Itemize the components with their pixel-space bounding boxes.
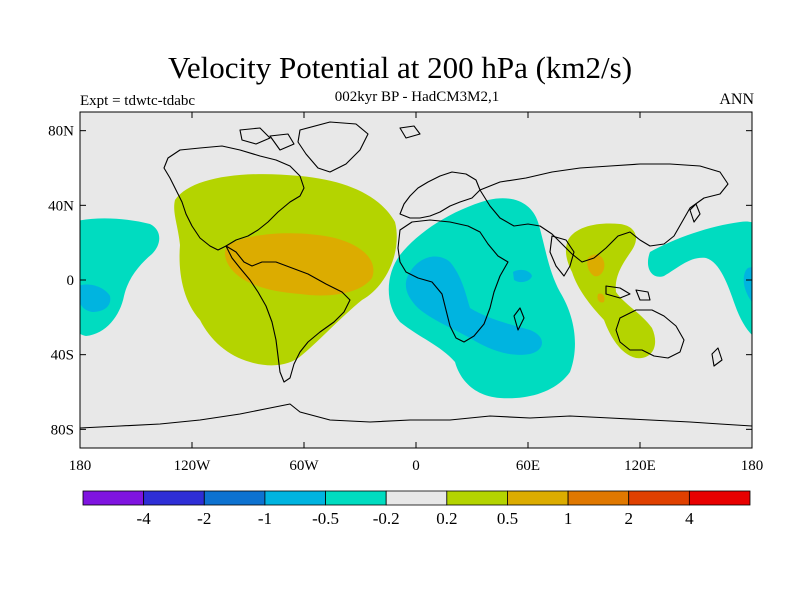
colorbar-bin — [446, 490, 508, 506]
y-tick-label: 40S — [51, 348, 74, 364]
colorbar-label: -4 — [137, 509, 152, 528]
x-tick-label: 180 — [69, 458, 92, 474]
colorbar-bin — [628, 490, 690, 506]
colorbar-label: 4 — [685, 509, 694, 528]
colorbar-bin — [264, 490, 326, 506]
contour-center-africa — [405, 256, 542, 355]
colorbar-label: 0.2 — [436, 509, 457, 528]
colorbar-bin — [688, 490, 751, 506]
map-subtitle: 002kyr BP - HadCM3M2,1 — [334, 89, 500, 105]
contour-core-americas — [224, 233, 374, 296]
x-tick-label: 180 — [741, 458, 764, 474]
colorbar-bin — [567, 490, 630, 506]
colorbar-label: -0.2 — [373, 509, 400, 528]
colorbar-label: 1 — [564, 509, 573, 528]
colorbar-bin — [143, 490, 205, 506]
colorbar-bin — [325, 490, 387, 506]
colorbar-bin — [507, 490, 569, 506]
experiment-label: Expt = tdwtc-tdabc — [80, 93, 196, 109]
x-tick-label: 120W — [174, 458, 212, 474]
colorbar-bin — [82, 490, 145, 506]
contour-core-asia — [587, 254, 605, 277]
x-tick-label: 120E — [624, 458, 656, 474]
contour-core-asia-2 — [597, 293, 605, 303]
map-title: Velocity Potential at 200 hPa (km2/s) — [167, 50, 633, 85]
x-tick-label: 60E — [516, 458, 540, 474]
contour-positive-asia — [565, 223, 656, 359]
contour-fill-layer — [80, 121, 752, 429]
y-tick-label: 0 — [67, 273, 75, 289]
colorbar-label: -0.5 — [312, 509, 339, 528]
colorbar-bin — [203, 490, 266, 506]
x-tick-label: 0 — [412, 458, 420, 474]
colorbar-bin — [385, 490, 448, 506]
colorbar-label: -1 — [258, 509, 272, 528]
contour-negative-pacific-west — [647, 221, 752, 335]
colorbar-label: 0.5 — [497, 509, 518, 528]
contour-center-arabia — [513, 269, 532, 283]
season-label: ANN — [719, 91, 754, 108]
colorbar-label: 2 — [624, 509, 633, 528]
x-tick-label: 60W — [289, 458, 319, 474]
map-axes: 80N 40N 0 40S 80S 180 120W 60W 0 60E 120E 180 — [48, 112, 763, 474]
contour-center-pacific-east — [80, 284, 111, 312]
y-tick-label: 80S — [51, 422, 74, 438]
y-tick-label: 80N — [48, 124, 74, 140]
contour-center-pacific-west — [743, 267, 752, 303]
colorbar-label: -2 — [197, 509, 211, 528]
coastlines — [80, 121, 752, 429]
y-tick-label: 40N — [48, 198, 74, 214]
colorbar: -4 -2 -1 -0.5 -0.2 0.2 0.5 1 2 4 — [82, 490, 751, 528]
